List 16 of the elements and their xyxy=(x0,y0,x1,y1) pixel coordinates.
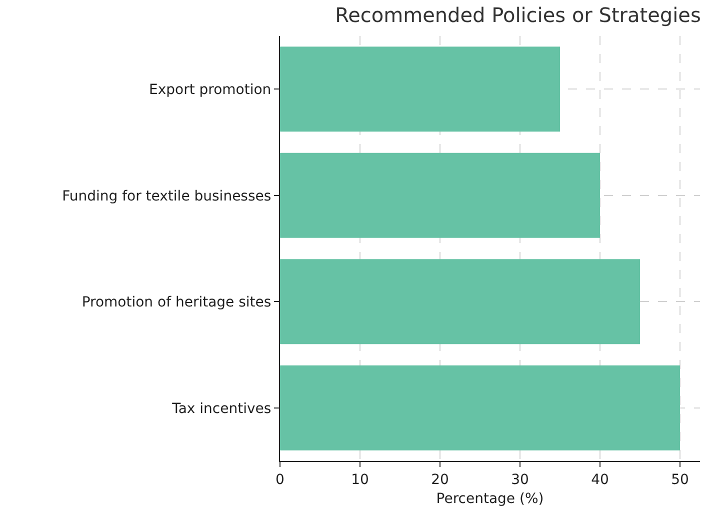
x-tick-label: 0 xyxy=(276,472,284,488)
bar xyxy=(280,152,600,238)
y-tick-label: Promotion of heritage sites xyxy=(82,294,272,311)
x-tick-label: 40 xyxy=(591,472,609,488)
bar xyxy=(280,259,640,344)
x-tick-label: 20 xyxy=(431,472,449,488)
y-tick-label: Export promotion xyxy=(148,82,272,98)
x-tick-label: 50 xyxy=(671,472,689,488)
bar xyxy=(280,46,560,132)
chart-title: Recommended Policies or Strategies xyxy=(335,2,701,27)
x-axis-title: Percentage (%) xyxy=(436,491,544,508)
bar xyxy=(280,365,680,450)
x-tick-label: 10 xyxy=(351,472,369,488)
y-tick-label: Tax incentives xyxy=(171,400,272,417)
y-tick-label: Funding for textile businesses xyxy=(62,188,272,204)
x-tick-label: 30 xyxy=(511,472,529,488)
